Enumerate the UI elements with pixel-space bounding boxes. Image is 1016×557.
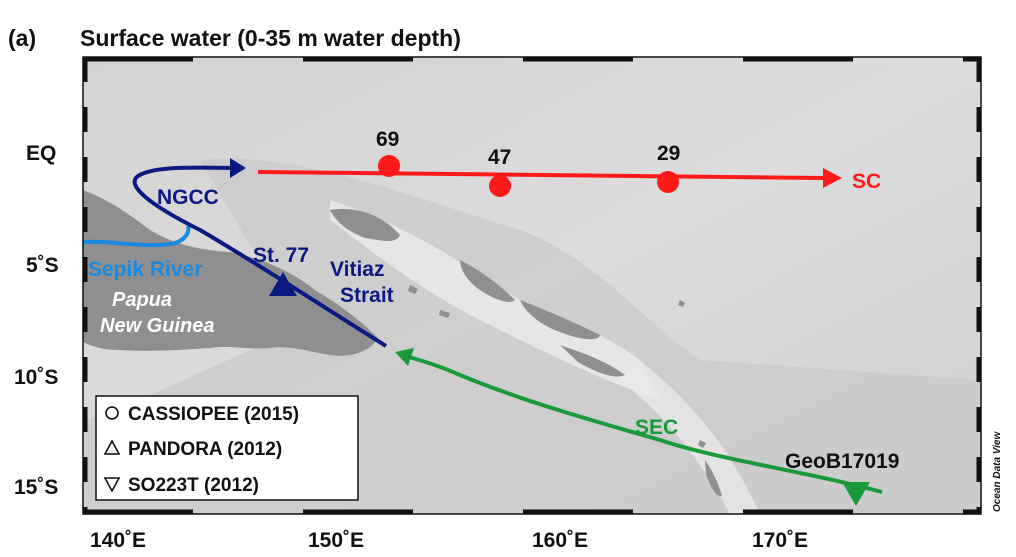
ngcc-arrowhead — [230, 158, 246, 178]
station-69-label: 69 — [376, 128, 399, 151]
vitiaz-strait-label-1: Vitiaz — [330, 258, 384, 281]
legend-box: CASSIOPEE (2015) PANDORA (2012) SO223T (… — [95, 395, 359, 501]
ngcc-label: NGCC — [157, 186, 219, 209]
sec-arrowhead — [395, 348, 414, 366]
bougainville-island — [460, 260, 515, 302]
ridge-light — [330, 200, 660, 400]
station-69-marker — [378, 155, 400, 177]
map-frame — [82, 56, 982, 515]
geob17019-label: GeoB17019 — [785, 450, 899, 473]
sepik-river-line — [83, 225, 191, 248]
ngcc-current-line — [132, 165, 388, 348]
station-29-label: 29 — [657, 142, 680, 165]
new-britain-island — [330, 208, 400, 242]
solomon-islands-2 — [560, 345, 625, 377]
lon-tick-140e: 140˚E — [90, 529, 146, 552]
st77-triangle-marker — [269, 272, 297, 296]
vitiaz-strait-label-2: Strait — [340, 284, 394, 307]
lon-tick-150e: 150˚E — [308, 529, 364, 552]
lat-tick-5s: 5˚S — [26, 254, 59, 277]
papua-label-2: New Guinea — [100, 315, 214, 337]
station-29-marker — [657, 171, 679, 193]
legend-triangle-down-icon — [103, 477, 121, 493]
lat-tick-eq: EQ — [26, 142, 56, 165]
legend-triangle-up-icon — [103, 439, 121, 455]
map-title: Surface water (0-35 m water depth) — [80, 25, 461, 51]
ridge-light-2 — [620, 360, 760, 514]
sec-label: SEC — [635, 416, 678, 439]
sec-current-line — [404, 354, 883, 494]
st77-label: St. 77 — [253, 244, 309, 267]
legend-item-so223t: SO223T (2012) — [128, 475, 259, 496]
sc-label: SC — [852, 170, 881, 193]
station-47-marker — [489, 175, 511, 197]
solomon-islands — [520, 300, 600, 340]
station-47-label: 47 — [488, 146, 511, 169]
sc-current-line — [257, 170, 826, 180]
lon-tick-170e: 170˚E — [752, 529, 808, 552]
legend-circle-icon — [105, 406, 119, 420]
panel-label: (a) — [8, 25, 36, 51]
ocean-data-view-credit: Ocean Data View — [992, 431, 1003, 512]
papua-label-1: Papua — [112, 289, 172, 311]
vanuatu-islands — [705, 460, 722, 497]
legend-item-pandora: PANDORA (2012) — [128, 439, 282, 460]
sc-arrowhead — [823, 168, 842, 188]
sepik-river-label: Sepik River — [88, 258, 202, 281]
papua-new-guinea-land — [83, 190, 378, 356]
lat-tick-15s: 15˚S — [14, 476, 58, 499]
lat-tick-10s: 10˚S — [14, 366, 58, 389]
lon-tick-160e: 160˚E — [532, 529, 588, 552]
legend-item-cassiopee: CASSIOPEE (2015) — [128, 404, 299, 425]
geob17019-marker — [842, 482, 870, 506]
